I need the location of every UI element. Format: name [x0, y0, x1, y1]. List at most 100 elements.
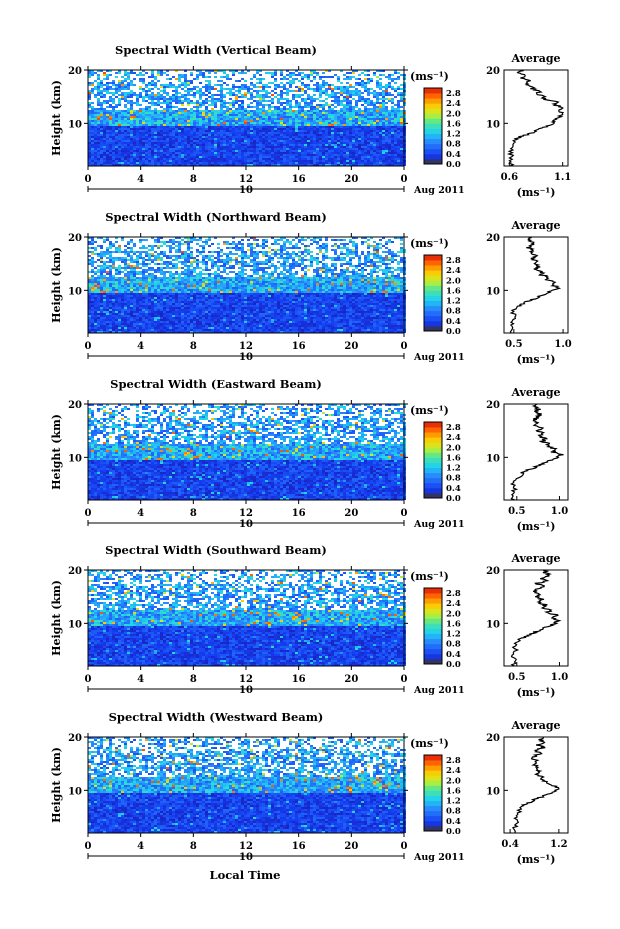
heatmap-cell — [286, 148, 289, 150]
heatmap-cell — [265, 138, 268, 140]
heatmap-cell — [214, 106, 217, 108]
heatmap-cell — [301, 237, 304, 239]
heatmap-cell — [157, 152, 160, 154]
heatmap-cell — [247, 92, 250, 94]
heatmap-cell — [337, 98, 340, 100]
heatmap-cell — [391, 154, 394, 156]
heatmap-cell — [367, 146, 370, 148]
heatmap-cell — [133, 259, 136, 261]
heatmap-cell — [226, 120, 229, 122]
heatmap-cell — [382, 98, 385, 100]
heatmap-cell — [355, 255, 358, 257]
heatmap-cell — [355, 120, 358, 122]
heatmap-cell — [400, 118, 403, 120]
heatmap-cell — [256, 162, 259, 164]
heatmap-cell — [307, 96, 310, 98]
heatmap-cell — [172, 116, 175, 118]
heatmap-cell — [355, 112, 358, 114]
heatmap-cell — [226, 102, 229, 104]
heatmap-cell — [139, 74, 142, 76]
heatmap-cell — [184, 241, 187, 243]
heatmap-cell — [400, 251, 403, 253]
heatmap-cell — [295, 261, 298, 263]
heatmap-cell — [235, 148, 238, 150]
heatmap-cell — [169, 84, 172, 86]
heatmap-cell — [355, 82, 358, 84]
heatmap-cell — [160, 245, 163, 247]
heatmap-cell — [196, 86, 199, 88]
heatmap-cell — [259, 140, 262, 142]
heatmap-cell — [223, 160, 226, 162]
heatmap-cell — [352, 249, 355, 251]
heatmap-cell — [139, 96, 142, 98]
heatmap-cell — [199, 144, 202, 146]
heatmap-cell — [115, 156, 118, 158]
heatmap-cell — [262, 243, 265, 245]
heatmap-cell — [298, 247, 301, 249]
heatmap-cell — [226, 164, 229, 166]
heatmap-cell — [340, 253, 343, 255]
heatmap-cell — [388, 132, 391, 134]
heatmap-cell — [295, 124, 298, 126]
heatmap-cell — [394, 146, 397, 148]
heatmap-cell — [268, 110, 271, 112]
heatmap-cell — [271, 116, 274, 118]
heatmap-cell — [295, 132, 298, 134]
colorbar-tick-label: 2.0 — [446, 109, 461, 119]
heatmap-cell — [277, 130, 280, 132]
heatmap-cell — [259, 144, 262, 146]
colorbar-tick-label: 0.0 — [446, 160, 461, 170]
heatmap-cell — [346, 146, 349, 148]
heatmap-cell — [271, 146, 274, 148]
heatmap-cell — [157, 110, 160, 112]
heatmap-cell — [298, 90, 301, 92]
heatmap-cell — [334, 152, 337, 154]
heatmap-cell — [115, 114, 118, 116]
heatmap-cell — [196, 116, 199, 118]
heatmap-cell — [262, 146, 265, 148]
heatmap-cell — [175, 116, 178, 118]
heatmap-cell — [292, 116, 295, 118]
heatmap-cell — [124, 148, 127, 150]
heatmap-cell — [292, 257, 295, 259]
heatmap-cell — [148, 245, 151, 247]
heatmap-cell — [307, 112, 310, 114]
heatmap-cell — [349, 154, 352, 156]
heatmap-cell — [340, 140, 343, 142]
heatmap-cell — [235, 108, 238, 110]
heatmap-cell — [271, 243, 274, 245]
heatmap-cell — [322, 138, 325, 140]
heatmap-cell — [142, 134, 145, 136]
heatmap-cell — [340, 86, 343, 88]
heatmap-cell — [91, 114, 94, 116]
heatmap-cell — [265, 122, 268, 124]
heatmap-cell — [337, 255, 340, 257]
heatmap-cell — [145, 140, 148, 142]
heatmap-cell — [232, 140, 235, 142]
heatmap-cell — [292, 130, 295, 132]
heatmap-cell — [88, 102, 91, 104]
heatmap-cell — [313, 116, 316, 118]
heatmap-cell — [382, 245, 385, 247]
heatmap-cell — [292, 134, 295, 136]
heatmap-cell — [106, 160, 109, 162]
heatmap-cell — [283, 76, 286, 78]
heatmap-cell — [184, 257, 187, 259]
heatmap-cell — [367, 253, 370, 255]
heatmap-cell — [265, 104, 268, 106]
heatmap-cell — [181, 261, 184, 263]
heatmap-cell — [307, 86, 310, 88]
heatmap-cell — [400, 249, 403, 251]
heatmap-cell — [196, 70, 199, 72]
heatmap-cell — [205, 116, 208, 118]
heatmap-cell — [331, 144, 334, 146]
heatmap-cell — [391, 138, 394, 140]
colorbar-swatch — [424, 93, 442, 99]
heatmap-cell — [175, 130, 178, 132]
heatmap-cell — [175, 156, 178, 158]
heatmap-cell — [340, 158, 343, 160]
heatmap-cell — [343, 156, 346, 158]
heatmap-cell — [181, 76, 184, 78]
heatmap-cell — [103, 253, 106, 255]
heatmap-cell — [172, 164, 175, 166]
